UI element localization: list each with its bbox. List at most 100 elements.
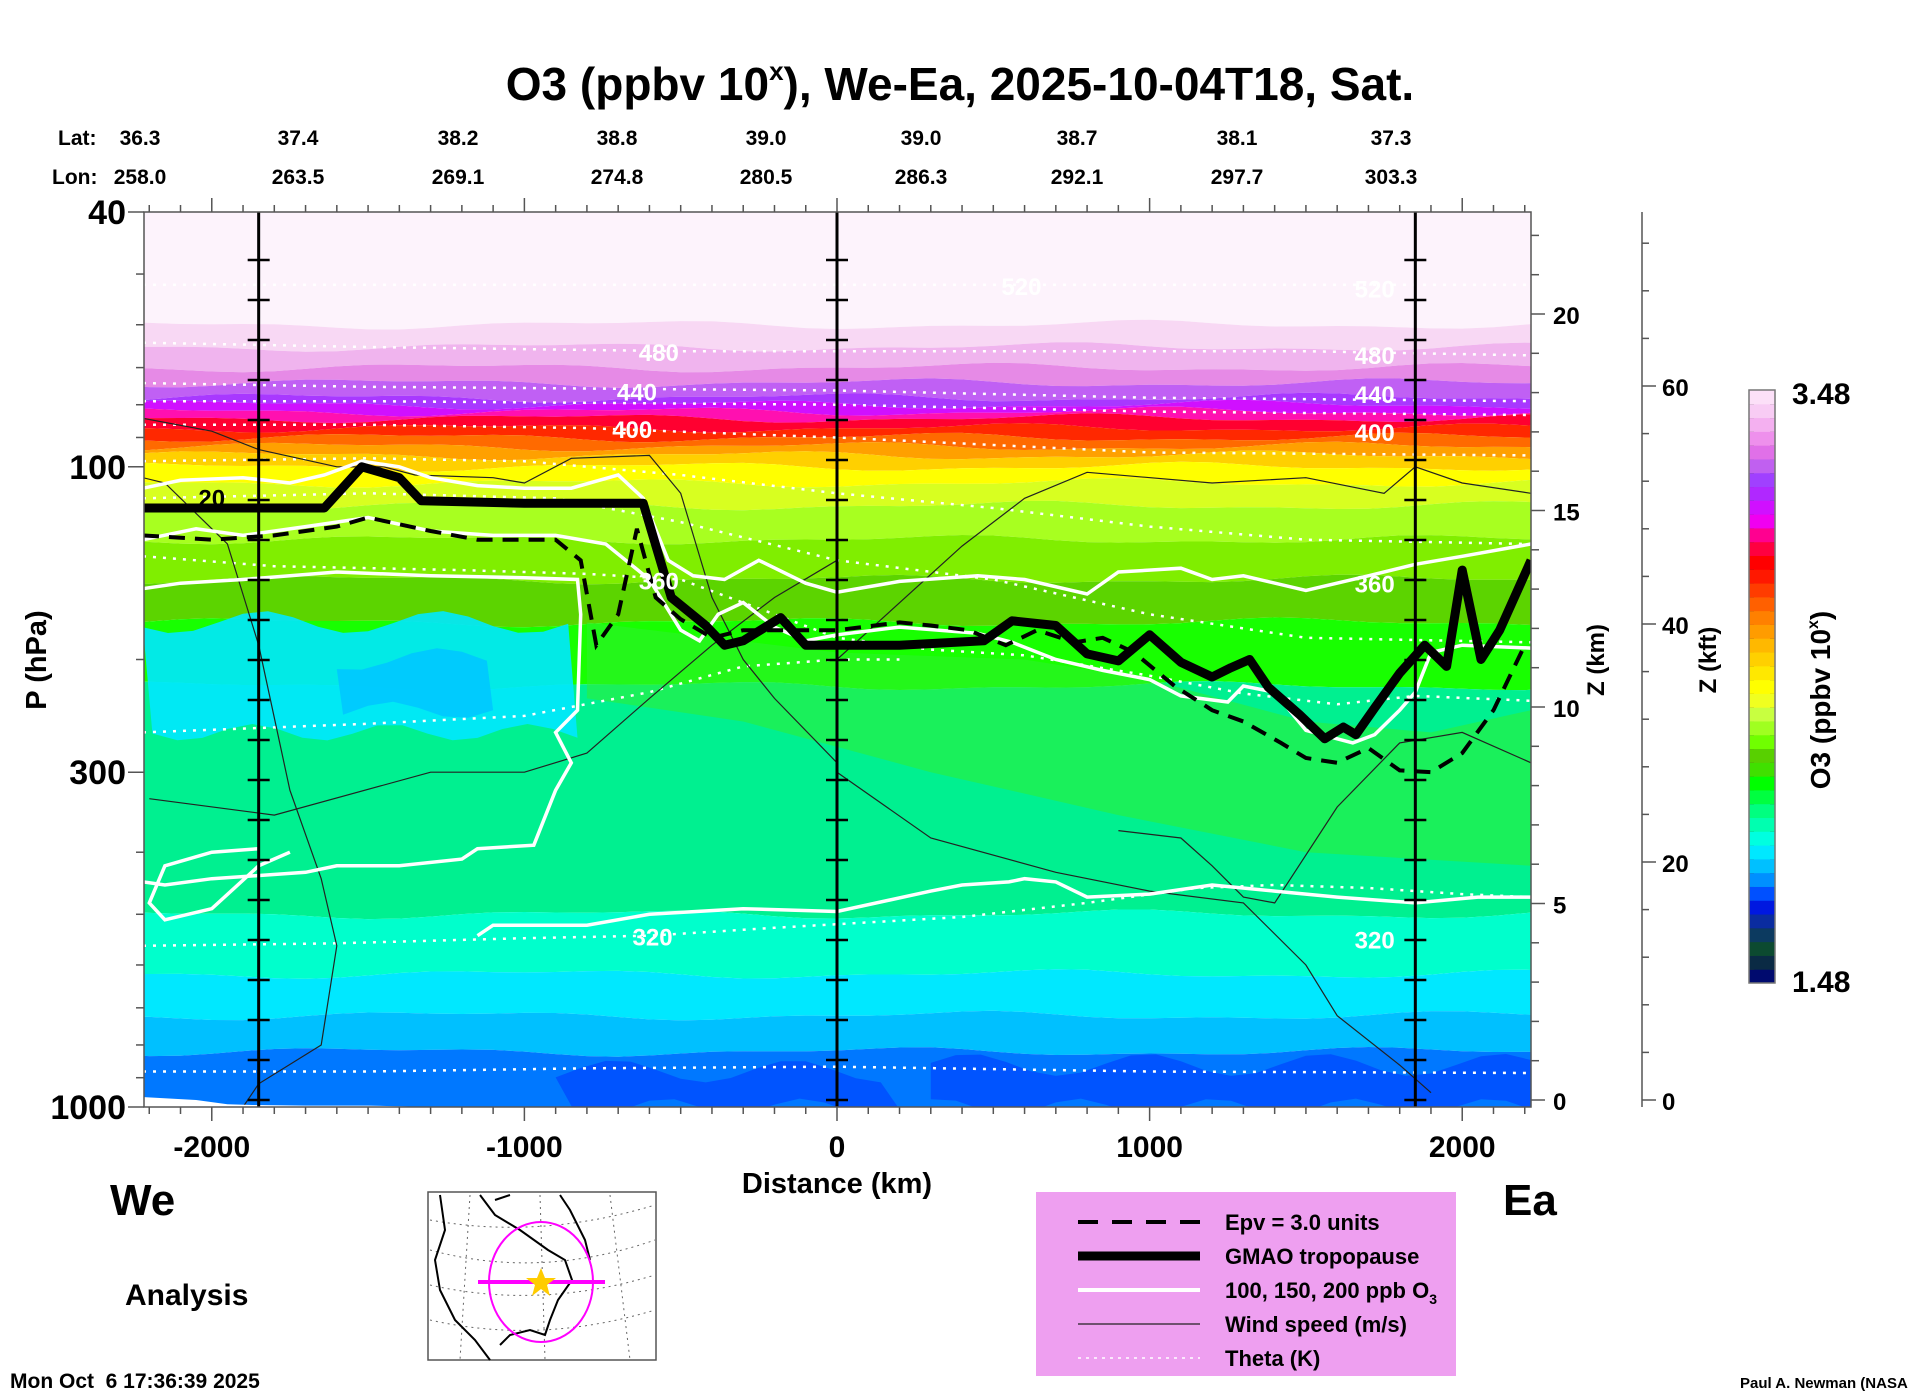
theta-label: 400 — [1355, 420, 1395, 447]
o3-ppb-contour — [144, 459, 1531, 596]
lat-value: 37.3 — [1371, 127, 1412, 150]
lat-value: 38.2 — [438, 127, 479, 150]
colorbar-swatch — [1749, 500, 1775, 515]
o3-cell — [336, 648, 494, 718]
z-km-tick-label: 10 — [1553, 696, 1580, 723]
z-kft-tick-label: 20 — [1662, 851, 1689, 878]
wind-speed-contour — [144, 477, 338, 1107]
lon-value: 303.3 — [1365, 166, 1418, 189]
colorbar-swatch — [1749, 831, 1775, 846]
colorbar-swatch — [1749, 445, 1775, 460]
theta-label: 360 — [639, 569, 679, 596]
colorbar-swatch — [1749, 886, 1775, 901]
colorbar-swatch — [1749, 431, 1775, 446]
legend-label: Theta (K) — [1225, 1346, 1320, 1371]
theta-label: 520 — [1001, 274, 1041, 301]
colorbar-swatch — [1749, 845, 1775, 860]
map-center-star-icon — [526, 1268, 556, 1296]
colorbar-swatch — [1749, 776, 1775, 791]
colorbar-swatch — [1749, 872, 1775, 887]
x-axis-label: Distance (km) — [742, 1168, 932, 1200]
o3-ppb-contour — [476, 876, 1531, 938]
legend-label: GMAO tropopause — [1225, 1244, 1419, 1269]
theta-label: 400 — [612, 417, 652, 444]
lat-value: 38.8 — [597, 127, 638, 150]
y-tick-label: 100 — [69, 449, 126, 487]
lat-label: Lat: — [58, 127, 97, 150]
colorbar-swatch — [1749, 541, 1775, 556]
colorbar-swatch — [1749, 955, 1775, 970]
o3-cell — [586, 622, 1531, 866]
colorbar-swatch — [1749, 638, 1775, 653]
z-km-tick-label: 0 — [1553, 1089, 1566, 1116]
x-tick-label: 0 — [829, 1131, 846, 1164]
lat-value: 38.1 — [1217, 127, 1258, 150]
ground-mask — [144, 1097, 494, 1107]
theta-contour — [144, 399, 1531, 417]
colorbar-label: O3 (ppbv 10x) — [1805, 611, 1836, 790]
colorbar-min-label: 1.48 — [1792, 966, 1850, 999]
tropopause-line — [144, 462, 1531, 744]
theta-contour — [144, 341, 1531, 357]
chart-title: O3 (ppbv 10x), We-Ea, 2025-10-04T18, Sat… — [506, 56, 1414, 110]
colorbar-swatch — [1749, 679, 1775, 694]
colorbar-swatch — [1749, 403, 1775, 419]
colorbar-swatch — [1749, 762, 1775, 777]
z-kft-tick-label: 0 — [1662, 1089, 1675, 1116]
east-label: Ea — [1503, 1176, 1557, 1225]
lon-value: 280.5 — [740, 166, 793, 189]
colorbar-swatch — [1749, 596, 1775, 612]
colorbar-frame — [1748, 389, 1776, 984]
lat-lon-header: Lat: Lon: 36.3 37.4 38.2 38.8 39.0 39.0 38.7 38.1… — [52, 127, 1417, 189]
wind-speed-contour — [836, 466, 1531, 660]
colorbar-swatch — [1749, 803, 1775, 819]
theta-label: 320 — [1355, 927, 1395, 954]
z-kft-tick-label: 40 — [1662, 613, 1689, 640]
lon-value: 297.7 — [1211, 166, 1264, 189]
lat-value: 37.4 — [278, 127, 319, 150]
theta-label: 440 — [617, 379, 657, 406]
z-kft-tick-label: 60 — [1662, 375, 1689, 402]
credit: Paul A. Newman (NASA — [1740, 1375, 1908, 1392]
wind-speed-contour — [1118, 731, 1531, 904]
colorbar-swatch — [1749, 900, 1775, 915]
colorbar-swatch — [1749, 789, 1775, 805]
colorbar-swatch — [1749, 458, 1775, 474]
legend-background — [1036, 1192, 1456, 1376]
timestamp: Mon Oct 6 17:36:39 2025 — [10, 1370, 260, 1393]
o3-cell — [930, 1054, 1531, 1107]
y-tick-label: 300 — [69, 754, 126, 792]
lat-value: 39.0 — [746, 127, 787, 150]
colorbar-swatch — [1749, 665, 1775, 681]
colorbar-swatch — [1749, 748, 1775, 763]
analysis-label: Analysis — [125, 1279, 248, 1312]
o3-ppb-contour — [144, 515, 1531, 745]
x-tick-label: 1000 — [1116, 1131, 1183, 1164]
o3-ppb-contour — [144, 570, 583, 887]
colorbar-swatch — [1749, 624, 1775, 639]
colorbar-swatch — [1749, 914, 1775, 929]
west-label: We — [110, 1176, 175, 1225]
y-axis-label: P (hPa) — [21, 610, 53, 709]
z-km-tick-label: 15 — [1553, 500, 1580, 527]
x-tick-label: -1000 — [486, 1131, 563, 1164]
wind-speed-label: 20 — [198, 485, 225, 512]
lon-value: 258.0 — [114, 166, 167, 189]
colorbar-swatch — [1749, 693, 1775, 708]
colorbar — [1748, 389, 1776, 984]
y-tick-label: 1000 — [50, 1089, 126, 1127]
lon-value: 263.5 — [272, 166, 325, 189]
colorbar-swatch — [1749, 927, 1775, 943]
lon-value: 269.1 — [432, 166, 485, 189]
epv-contour — [144, 515, 1527, 775]
colorbar-swatch — [1749, 417, 1775, 432]
legend: Epv = 3.0 units GMAO tropopause 100, 150, … — [1036, 1192, 1456, 1376]
colorbar-swatch — [1749, 583, 1775, 598]
o3-ppb-contour — [147, 846, 291, 922]
lon-value: 292.1 — [1051, 166, 1104, 189]
wind-speed-contour — [836, 771, 1432, 1094]
colorbar-swatch — [1749, 555, 1775, 570]
colorbar-swatch — [1749, 969, 1775, 984]
lat-value: 39.0 — [901, 127, 942, 150]
